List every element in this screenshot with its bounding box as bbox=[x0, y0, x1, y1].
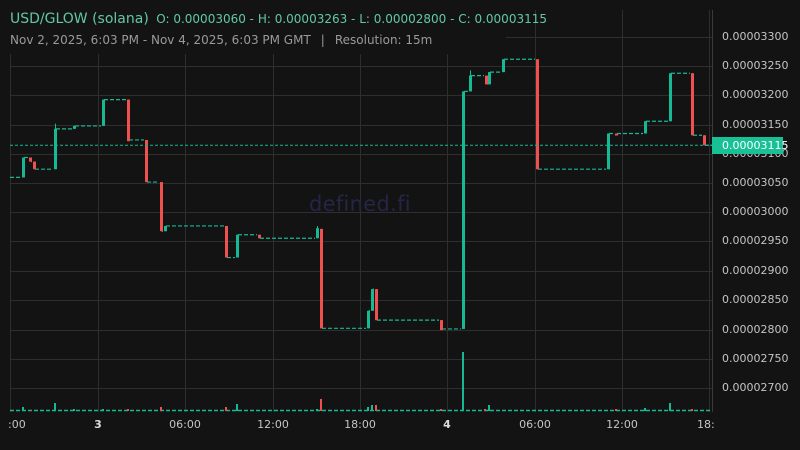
separator: | bbox=[320, 33, 325, 47]
price-tick-label: 0.00003250 bbox=[722, 59, 789, 72]
chart-header: USD/GLOW (solana) O: 0.00003060 - H: 0.0… bbox=[0, 0, 547, 54]
time-tick-label: 12:00 bbox=[257, 418, 289, 431]
time-tick-label: 06:00 bbox=[519, 418, 551, 431]
time-tick-label: 12:00 bbox=[606, 418, 638, 431]
price-tick-label: 0.00002750 bbox=[722, 352, 789, 365]
price-tick-label: 0.00003050 bbox=[722, 176, 789, 189]
time-tick-label: 06:00 bbox=[169, 418, 201, 431]
time-tick-label: 18:00 bbox=[344, 418, 376, 431]
time-tick-label: 4 bbox=[443, 418, 451, 431]
volume-bars bbox=[10, 352, 712, 412]
price-tick-label: 0.00002700 bbox=[722, 381, 789, 394]
ohlc-values: O: 0.00003060 - H: 0.00003263 - L: 0.000… bbox=[156, 12, 547, 26]
price-tick-label: 0.00002800 bbox=[722, 323, 789, 336]
price-tick-label: 0.00003300 bbox=[722, 30, 789, 43]
resolution-label: Resolution: 15m bbox=[334, 33, 433, 47]
candles bbox=[22, 59, 706, 331]
price-tick-label: 0.00002900 bbox=[722, 264, 789, 277]
price-tick-label: 0.00003200 bbox=[722, 88, 789, 101]
chart-grid bbox=[10, 10, 712, 412]
time-tick-label: :00 bbox=[8, 418, 26, 431]
price-tick-label: 0.00002850 bbox=[722, 293, 789, 306]
watermark: defined.fi bbox=[309, 192, 411, 216]
time-tick-label: 18: bbox=[697, 418, 715, 431]
date-range: Nov 2, 2025, 6:03 PM - Nov 4, 2025, 6:03… bbox=[10, 33, 311, 47]
price-tick-label: 0.00003150 bbox=[722, 118, 789, 131]
price-tick-label: 0.00002950 bbox=[722, 234, 789, 247]
current-price-tag: 0.00003115 bbox=[712, 136, 788, 154]
time-tick-label: 3 bbox=[94, 418, 102, 431]
title-line: USD/GLOW (solana) O: 0.00003060 - H: 0.0… bbox=[10, 11, 547, 27]
price-tick-label: 0.00003000 bbox=[722, 205, 789, 218]
subtitle-line: Nov 2, 2025, 6:03 PM - Nov 4, 2025, 6:03… bbox=[10, 33, 432, 47]
pair-name: USD/GLOW (solana) bbox=[10, 11, 149, 27]
